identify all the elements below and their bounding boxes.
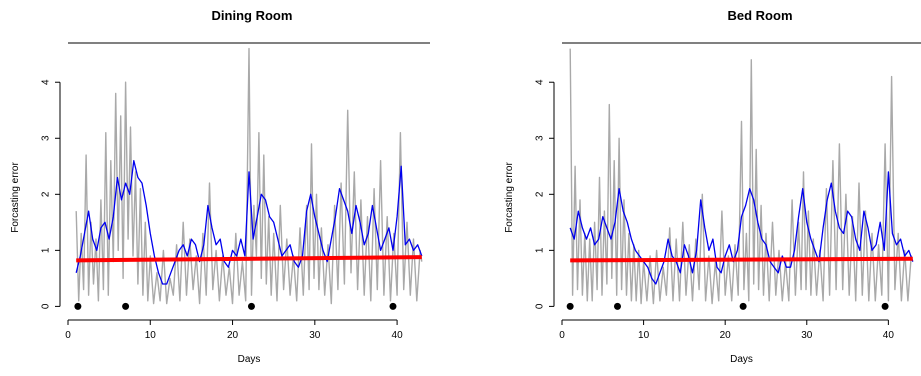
y-tick-label: 2 bbox=[41, 191, 52, 197]
x-axis-label: Days bbox=[238, 354, 261, 365]
y-tick-label: 3 bbox=[535, 135, 546, 141]
x-tick-label: 20 bbox=[227, 330, 239, 341]
y-tick-label: 3 bbox=[41, 135, 52, 141]
chart-title: Dining Room bbox=[212, 8, 293, 23]
x-tick-label: 0 bbox=[65, 330, 71, 341]
x-tick-label: 30 bbox=[309, 330, 321, 341]
y-tick-label: 1 bbox=[41, 247, 52, 253]
y-tick-label: 2 bbox=[535, 191, 546, 197]
y-tick-label: 1 bbox=[535, 247, 546, 253]
event-marker-point bbox=[74, 302, 82, 310]
event-marker-point bbox=[881, 302, 889, 310]
trend-line bbox=[76, 255, 422, 263]
event-marker-point bbox=[389, 302, 397, 310]
event-marker-point bbox=[739, 302, 747, 310]
x-tick-label: 30 bbox=[801, 330, 813, 341]
x-tick-label: 20 bbox=[720, 330, 732, 341]
x-tick-label: 10 bbox=[145, 330, 157, 341]
y-tick-label: 4 bbox=[41, 79, 52, 85]
raw-error-line bbox=[569, 48, 914, 305]
chart-title: Bed Room bbox=[728, 8, 793, 23]
smoothed-error-line bbox=[569, 171, 914, 285]
y-axis-label: Forcasting error bbox=[10, 162, 21, 233]
x-axis-label: Days bbox=[730, 354, 753, 365]
y-tick-label: 4 bbox=[535, 79, 546, 85]
x-tick-label: 40 bbox=[392, 330, 404, 341]
event-marker-point bbox=[613, 302, 621, 310]
smoothed-error-line bbox=[75, 160, 423, 285]
y-tick-label: 0 bbox=[41, 303, 52, 309]
raw-error-line bbox=[75, 47, 423, 305]
y-axis-label: Forcasting error bbox=[504, 162, 515, 233]
x-tick-label: 0 bbox=[559, 330, 565, 341]
x-tick-label: 10 bbox=[638, 330, 650, 341]
trend-line bbox=[570, 256, 913, 263]
event-marker-point bbox=[566, 302, 574, 310]
event-marker-point bbox=[247, 302, 255, 310]
x-tick-label: 40 bbox=[883, 330, 895, 341]
y-tick-label: 0 bbox=[535, 303, 546, 309]
event-marker-point bbox=[122, 302, 130, 310]
